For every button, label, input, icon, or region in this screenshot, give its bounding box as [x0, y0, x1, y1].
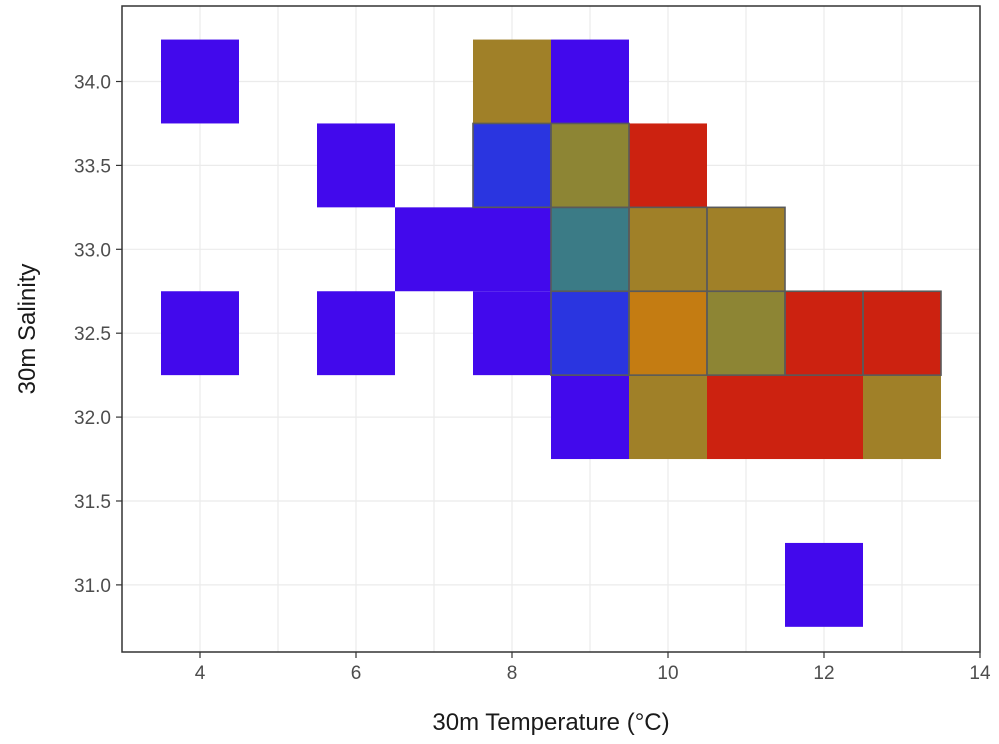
- heatmap-cell: [629, 291, 707, 376]
- heatmap-cell: [707, 207, 785, 292]
- x-axis-ticks: 4 6 8 10 12 14: [195, 652, 991, 684]
- y-tick-label: 34.0: [74, 73, 111, 94]
- heatmap-cell: [629, 207, 707, 292]
- heatmap-cell: [785, 291, 863, 376]
- heatmap-cell: [161, 291, 239, 376]
- heatmap-cell: [473, 207, 551, 292]
- heatmap-cell: [317, 123, 395, 208]
- x-tick-label: 6: [351, 663, 362, 684]
- heatmap-cell: [551, 291, 629, 376]
- heatmap-cell: [707, 375, 785, 460]
- heatmap-cell: [161, 39, 239, 124]
- heatmap-cell: [473, 39, 551, 124]
- x-tick-label: 10: [657, 663, 678, 684]
- heatmap-cell: [551, 123, 629, 208]
- cell-outline: [862, 290, 942, 376]
- x-tick-label: 4: [195, 663, 206, 684]
- heatmap-cell: [629, 123, 707, 208]
- heatmap-cell: [707, 291, 785, 376]
- heatmap-cell: [551, 375, 629, 460]
- heatmap-cell: [785, 375, 863, 460]
- x-axis-title: 30m Temperature (°C): [432, 709, 669, 736]
- y-tick-label: 32.0: [74, 408, 111, 429]
- y-tick-label: 31.5: [74, 492, 111, 513]
- x-tick-label: 14: [969, 663, 991, 684]
- y-tick-label: 31.0: [74, 576, 111, 597]
- y-axis-ticks: 31.0 31.5 32.0 32.5 33.0 33.5 34.0: [74, 73, 122, 597]
- x-tick-label: 8: [507, 663, 518, 684]
- x-tick-label: 12: [813, 663, 834, 684]
- y-tick-label: 32.5: [74, 324, 111, 345]
- y-axis-title: 30m Salinity: [14, 264, 41, 395]
- heatmap-cell: [551, 39, 629, 124]
- y-tick-label: 33.5: [74, 156, 111, 177]
- y-tick-label: 33.0: [74, 240, 111, 261]
- heatmap-cell: [785, 542, 863, 627]
- heatmap-cell: [395, 207, 473, 292]
- heatmap-cell: [863, 291, 941, 376]
- heatmap-cell: [317, 291, 395, 376]
- heatmap-cell: [863, 375, 941, 460]
- panel-border: [121, 5, 981, 653]
- heatmap-cell: [473, 291, 551, 376]
- heatmap-cell: [551, 207, 629, 292]
- heatmap-cell: [629, 375, 707, 460]
- heatmap-cells: [161, 39, 942, 627]
- heatmap-cell: [473, 123, 551, 208]
